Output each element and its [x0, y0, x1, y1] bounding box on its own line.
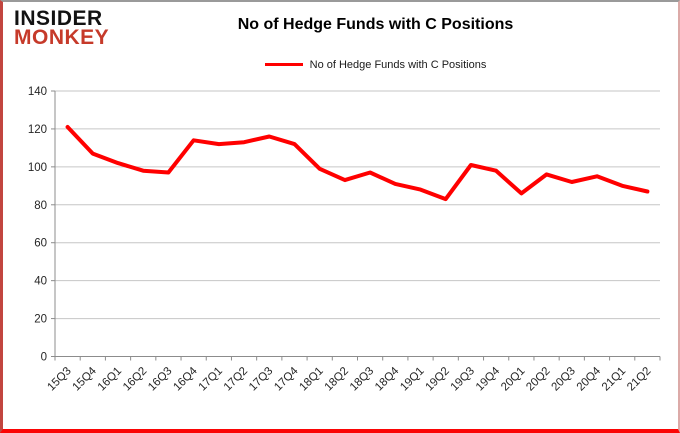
svg-text:16Q1: 16Q1 — [96, 365, 124, 393]
svg-text:21Q1: 21Q1 — [600, 365, 628, 393]
svg-text:16Q4: 16Q4 — [171, 365, 200, 394]
logo-insider-text: INSIDER — [14, 7, 103, 30]
svg-text:18Q2: 18Q2 — [323, 365, 351, 393]
svg-text:20Q4: 20Q4 — [575, 365, 604, 394]
line-chart-canvas: 0 20 40 60 80 100 120 140 15Q315Q416Q116Q216Q316… — [28, 86, 661, 394]
svg-text:0: 0 — [41, 352, 47, 364]
svg-text:18Q1: 18Q1 — [297, 365, 325, 393]
chart-title: No of Hedge Funds with C Positions — [237, 16, 514, 33]
svg-text:17Q4: 17Q4 — [272, 365, 301, 394]
svg-text:20Q1: 20Q1 — [499, 365, 527, 393]
svg-text:19Q2: 19Q2 — [423, 365, 451, 393]
svg-text:40: 40 — [34, 276, 47, 288]
svg-text:19Q3: 19Q3 — [449, 365, 477, 393]
legend-line-swatch — [264, 63, 303, 66]
svg-text:15Q4: 15Q4 — [71, 365, 100, 394]
svg-text:15Q3: 15Q3 — [45, 365, 73, 393]
svg-text:16Q2: 16Q2 — [121, 365, 149, 393]
legend: No of Hedge Funds with C Positions — [123, 57, 628, 71]
svg-text:19Q4: 19Q4 — [474, 365, 503, 394]
svg-text:140: 140 — [28, 86, 47, 98]
logo-monkey-text: MONKEY — [14, 26, 110, 49]
legend-label: No of Hedge Funds with C Positions — [309, 58, 487, 71]
svg-text:100: 100 — [28, 162, 47, 174]
svg-text:120: 120 — [28, 124, 47, 136]
svg-text:19Q1: 19Q1 — [398, 365, 426, 393]
svg-text:20Q2: 20Q2 — [524, 365, 552, 393]
svg-text:80: 80 — [34, 200, 47, 212]
insider-monkey-logo: INSIDER MONKEY — [14, 8, 109, 48]
svg-text:17Q1: 17Q1 — [197, 365, 225, 393]
svg-text:17Q2: 17Q2 — [222, 365, 250, 393]
svg-text:60: 60 — [34, 238, 47, 250]
svg-text:18Q4: 18Q4 — [373, 365, 402, 394]
svg-text:20Q3: 20Q3 — [550, 365, 578, 393]
svg-text:17Q3: 17Q3 — [247, 365, 275, 393]
svg-text:18Q3: 18Q3 — [348, 365, 376, 393]
svg-text:20: 20 — [34, 314, 47, 326]
svg-text:21Q2: 21Q2 — [625, 365, 653, 393]
svg-text:16Q3: 16Q3 — [146, 365, 174, 393]
